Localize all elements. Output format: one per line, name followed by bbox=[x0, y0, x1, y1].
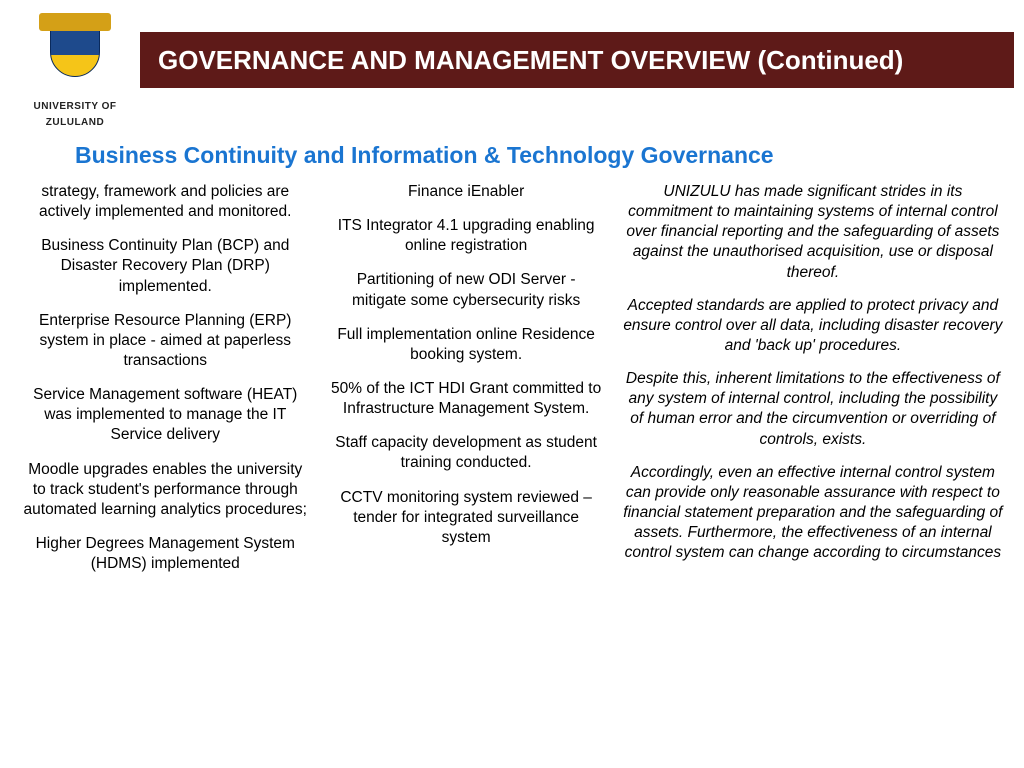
logo-text-line2: ZULULAND bbox=[15, 117, 135, 129]
col3-item: Accordingly, even an effective internal … bbox=[622, 463, 1004, 564]
col2-item: ITS Integrator 4.1 upgrading enabling on… bbox=[329, 216, 604, 256]
col1-item: Service Management software (HEAT) was i… bbox=[20, 385, 311, 445]
col2-item: Partitioning of new ODI Server - mitigat… bbox=[329, 270, 604, 310]
col2-item: Full implementation online Residence boo… bbox=[329, 325, 604, 365]
col3-item: Accepted standards are applied to protec… bbox=[622, 296, 1004, 356]
col2-item: Finance iEnabler bbox=[329, 182, 604, 202]
subtitle: Business Continuity and Information & Te… bbox=[75, 142, 774, 169]
col1-item: Business Continuity Plan (BCP) and Disas… bbox=[20, 236, 311, 296]
page-title: GOVERNANCE AND MANAGEMENT OVERVIEW (Cont… bbox=[158, 45, 903, 76]
col1-item: Enterprise Resource Planning (ERP) syste… bbox=[20, 311, 311, 371]
column-1: strategy, framework and policies are act… bbox=[20, 182, 311, 753]
col1-item: Moodle upgrades enables the university t… bbox=[20, 460, 311, 520]
university-logo: UNIVERSITY OF ZULULAND bbox=[15, 10, 135, 129]
logo-text-line1: UNIVERSITY OF bbox=[15, 101, 135, 113]
col2-item: 50% of the ICT HDI Grant committed to In… bbox=[329, 379, 604, 419]
column-2: Finance iEnabler ITS Integrator 4.1 upgr… bbox=[329, 182, 604, 753]
column-3: UNIZULU has made significant strides in … bbox=[622, 182, 1004, 753]
col3-item: UNIZULU has made significant strides in … bbox=[622, 182, 1004, 283]
col3-item: Despite this, inherent limitations to th… bbox=[622, 369, 1004, 450]
col1-item: strategy, framework and policies are act… bbox=[20, 182, 311, 222]
col1-item: Higher Degrees Management System (HDMS) … bbox=[20, 534, 311, 574]
col2-item: CCTV monitoring system reviewed – tender… bbox=[329, 488, 604, 548]
logo-crest-icon bbox=[35, 22, 115, 97]
content-columns: strategy, framework and policies are act… bbox=[20, 182, 1004, 753]
title-bar: GOVERNANCE AND MANAGEMENT OVERVIEW (Cont… bbox=[140, 32, 1014, 88]
col2-item: Staff capacity development as student tr… bbox=[329, 433, 604, 473]
